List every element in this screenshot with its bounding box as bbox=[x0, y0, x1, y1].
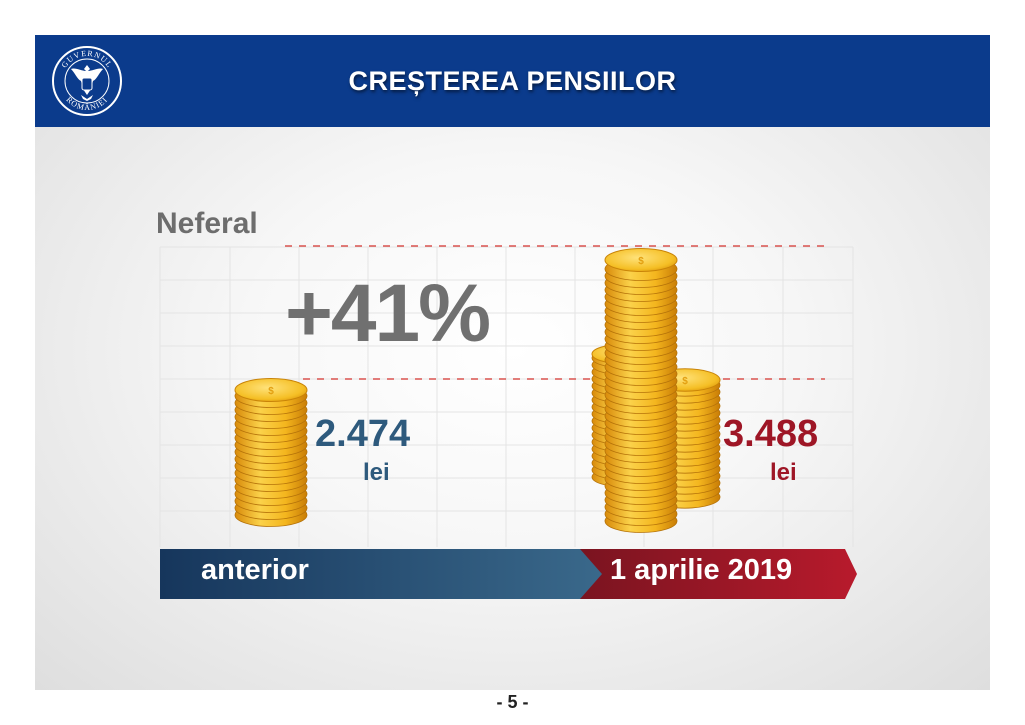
timeline-before-bar bbox=[160, 549, 615, 599]
svg-text:$: $ bbox=[268, 386, 274, 397]
page-number: - 5 - bbox=[496, 692, 529, 712]
header-bar: GUVERNUL ROMÂNIEI CREȘTEREA PENSIILOR bbox=[35, 35, 990, 127]
category-label: Neferal bbox=[156, 207, 258, 240]
coin-stack-after-main: $ bbox=[604, 247, 678, 533]
government-seal-logo: GUVERNUL ROMÂNIEI bbox=[52, 46, 122, 116]
increase-percent: +41% bbox=[285, 268, 491, 359]
svg-text:$: $ bbox=[682, 376, 688, 387]
page-title: CREȘTEREA PENSIILOR bbox=[348, 66, 677, 96]
svg-text:$: $ bbox=[638, 256, 644, 267]
period-label-before: anterior bbox=[201, 554, 309, 586]
chart-graphic: $ $ $ $ bbox=[159, 245, 857, 599]
unit-before: lei bbox=[363, 459, 390, 486]
period-label-after: 1 aprilie 2019 bbox=[610, 554, 793, 586]
timeline-after-bar bbox=[580, 549, 857, 599]
value-after: 3.488 bbox=[723, 413, 819, 455]
coin-stack-before: $ bbox=[234, 377, 308, 527]
value-before: 2.474 bbox=[315, 413, 411, 455]
unit-after: lei bbox=[770, 459, 797, 486]
slide: GUVERNUL ROMÂNIEI CREȘTEREA PENSIILOR bbox=[35, 35, 990, 690]
